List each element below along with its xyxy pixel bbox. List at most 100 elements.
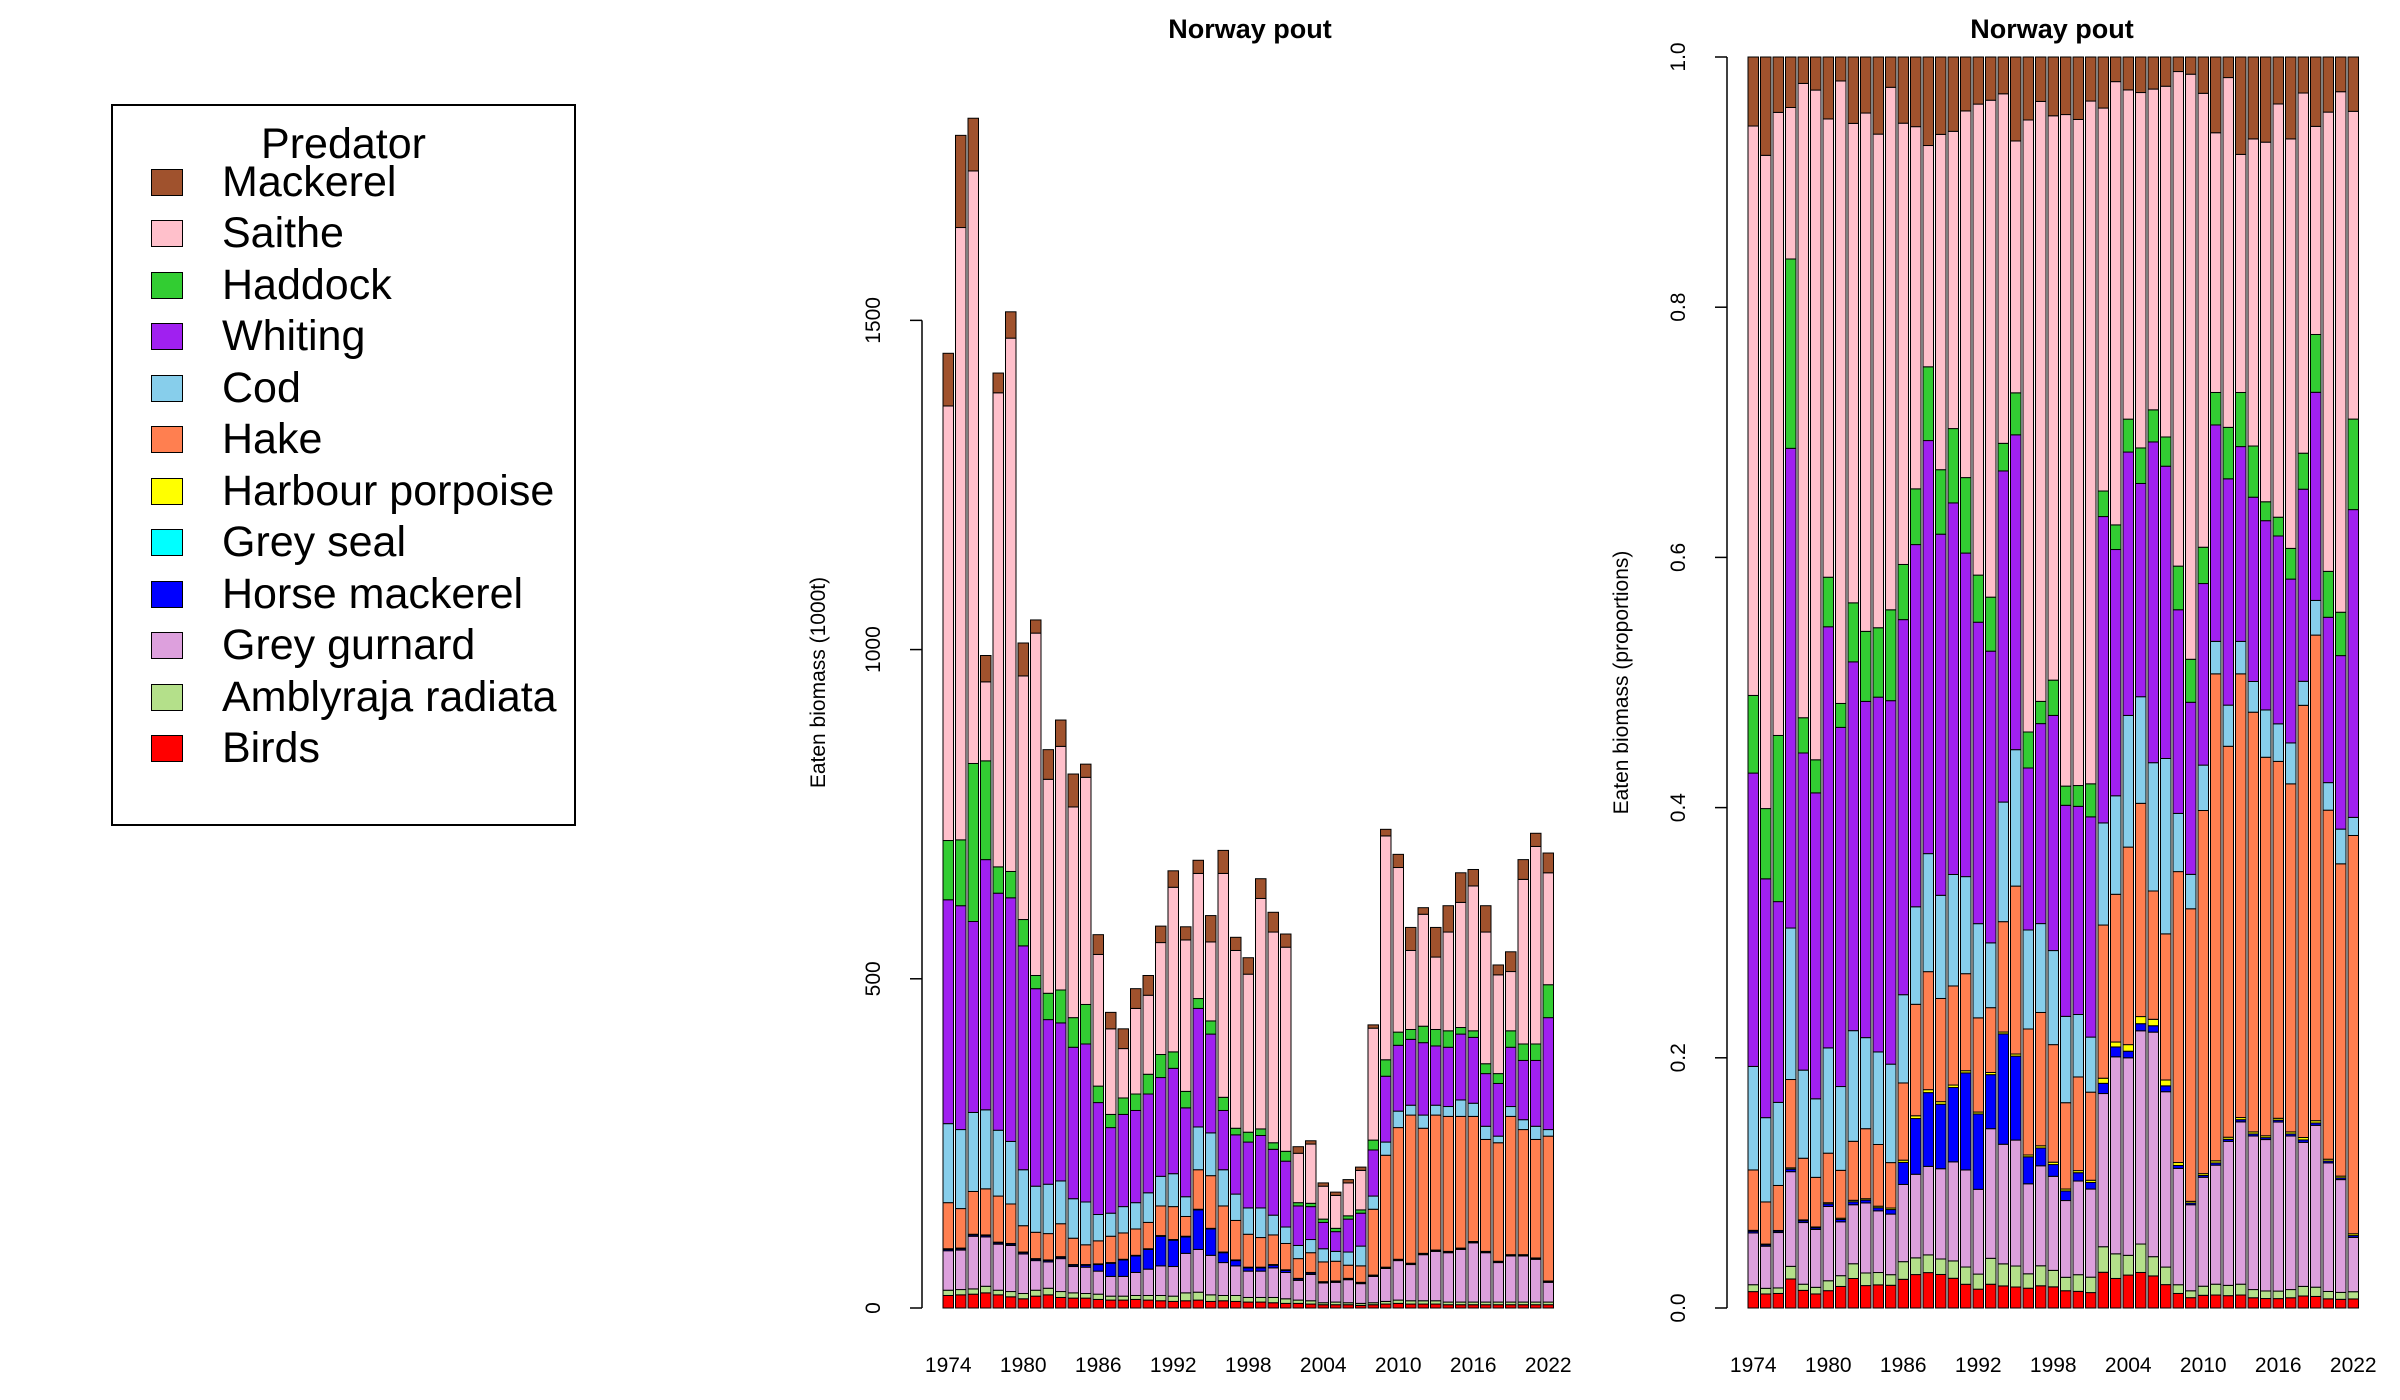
bar-segment [1810,89,1822,761]
bar-segment [1922,1272,1934,1309]
bar-segment [1167,1239,1179,1268]
bar-segment [2285,1135,2297,1291]
bar-segment [1192,859,1204,874]
bar-segment [1505,1255,1517,1303]
bar-segment [2235,153,2247,393]
bar-segment [1417,907,1429,915]
bar-segment [2322,56,2334,113]
bar-segment [2035,100,2047,702]
y-tick-label: 1.0 [1667,42,1690,71]
bar-segment [1997,1143,2009,1265]
legend-swatch [151,426,183,453]
bar-segment [2160,757,2172,935]
bar-segment [1167,1051,1179,1069]
bar-segment [1822,626,1834,1049]
bar-segment [2047,1286,2059,1309]
bar-segment [2035,1165,2047,1267]
bar-segment [1142,994,1154,1075]
bar-segment [1960,477,1972,554]
bar-segment [1405,1264,1417,1302]
bar-segment [1405,1114,1417,1264]
bar-segment [1417,1303,1429,1309]
bar-segment [1505,1106,1517,1117]
bar-segment [1042,1183,1054,1235]
bar-segment [1392,1110,1404,1129]
bar-segment [1080,763,1092,778]
bar-segment [1872,696,1884,1053]
bar-segment [1455,1248,1467,1303]
bar-segment [2172,565,2184,611]
bar-segment [1055,1296,1067,1309]
y-tick-label: 500 [862,961,885,996]
bar-segment [1217,1252,1229,1264]
bar-segment [1355,1283,1367,1304]
bar-segment [2347,1291,2359,1300]
bar-segment [2235,1294,2247,1309]
bar-segment [1117,1299,1129,1309]
bar-segment [1080,776,1092,1005]
bar-segment [1217,1205,1229,1253]
bar-segment [1910,906,1922,1005]
bar-segment [1005,1244,1017,1293]
bar-segment [1467,1242,1479,1303]
bar-segment [2035,700,2047,725]
bar-segment [1317,1182,1329,1187]
bar-segment [1017,1225,1029,1253]
bar-segment [2260,1139,2272,1292]
bar-segment [2147,890,2159,1020]
bar-segment [1230,1260,1242,1267]
bar-segment [1117,1275,1129,1297]
bar-segment [2110,524,2122,551]
bar-segment [2085,1036,2097,1093]
bar-segment [2135,1016,2147,1025]
bar-segment [1530,1043,1542,1061]
bar-segment [1242,1296,1254,1303]
bar-segment [1292,1244,1304,1260]
bar-segment [1772,734,1784,903]
bar-segment [1542,1129,1554,1137]
bar-segment [967,1111,979,1192]
bar-segment [2347,110,2359,420]
bar-segment [2272,103,2284,518]
legend-label: Birds [222,724,320,772]
bar-segment [1155,942,1167,1056]
bar-segment [1935,1103,1947,1170]
bar-segment [1872,1272,1884,1286]
bar-segment [2072,56,2084,120]
bar-segment [1230,1127,1242,1136]
bar-segment [1117,1028,1129,1050]
bar-segment [1217,1262,1229,1296]
bar-segment [2185,908,2197,1202]
bar-segment [1155,1265,1167,1296]
bar-segment [1985,1074,1997,1130]
bar-segment [1797,1069,1809,1159]
bar-segment [1897,56,1909,124]
bar-segment [1205,1020,1217,1035]
bar-segment [1442,1252,1454,1303]
bar-segment [2147,1025,2159,1033]
bar-segment [1885,56,1897,88]
bar-segment [2135,1243,2147,1273]
bar-segment [2247,496,2259,682]
legend-label: Haddock [222,260,392,309]
bar-segment [1167,886,1179,1053]
bar-segment [1797,56,1809,84]
bar-segment [1005,1291,1017,1298]
bar-segment [1017,642,1029,677]
bar-segment [1947,985,1959,1086]
bar-segment [942,899,954,1125]
bar-segment [1760,1293,1772,1309]
legend-item: Whiting [151,311,365,363]
bar-segment [955,1294,967,1309]
bar-segment [1155,1235,1167,1267]
bar-segment [942,1294,954,1309]
bar-segment [2297,1285,2309,1297]
bar-segment [1822,1280,1834,1292]
bar-segment [1067,1297,1079,1309]
bar-segment [2272,56,2284,105]
bar-segment [1130,1228,1142,1256]
bar-segment [980,1188,992,1236]
bar-segment [1517,1129,1529,1256]
legend-label: Cod [222,363,301,412]
bar-segment [1530,1258,1542,1303]
